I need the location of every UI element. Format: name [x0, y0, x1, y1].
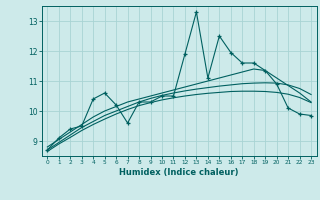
X-axis label: Humidex (Indice chaleur): Humidex (Indice chaleur)	[119, 168, 239, 177]
